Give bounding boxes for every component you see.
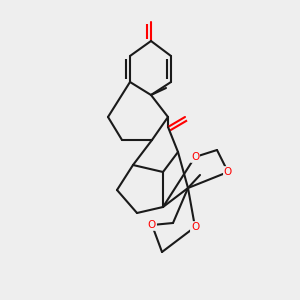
Text: O: O — [191, 152, 199, 162]
Text: O: O — [224, 167, 232, 177]
Text: O: O — [191, 222, 199, 232]
Text: O: O — [148, 220, 156, 230]
